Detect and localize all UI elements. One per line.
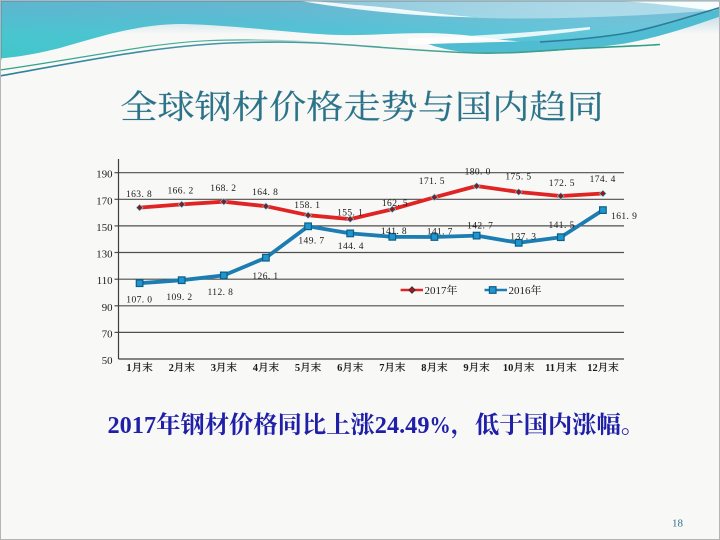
svg-text:142. 7: 142. 7 [467, 222, 493, 232]
svg-text:126. 1: 126. 1 [252, 272, 278, 282]
svg-text:137. 3: 137. 3 [510, 233, 536, 243]
svg-text:171. 5: 171. 5 [419, 177, 445, 187]
svg-text:4: 4 [253, 363, 259, 374]
svg-text:190: 190 [96, 169, 112, 181]
svg-text:2017: 2017 [108, 412, 157, 439]
svg-text:2: 2 [169, 363, 174, 374]
svg-text:50: 50 [102, 355, 113, 367]
svg-text:24.49: 24.49 [375, 412, 430, 439]
svg-text:155. 1: 155. 1 [337, 209, 363, 219]
svg-text:2017: 2017 [425, 285, 448, 297]
svg-text:149. 7: 149. 7 [298, 237, 324, 247]
svg-text:174. 4: 174. 4 [590, 175, 616, 185]
svg-text:110: 110 [97, 275, 113, 287]
svg-text:168. 2: 168. 2 [210, 184, 236, 194]
svg-text:112. 8: 112. 8 [208, 288, 234, 298]
svg-text:10: 10 [503, 363, 514, 374]
svg-text:8: 8 [421, 363, 426, 374]
svg-text:6: 6 [337, 363, 342, 374]
svg-text:162. 5: 162. 5 [382, 199, 408, 209]
svg-text:161. 9: 161. 9 [611, 212, 637, 222]
svg-text:144. 4: 144. 4 [338, 242, 364, 252]
svg-text:1: 1 [126, 363, 131, 374]
svg-text:90: 90 [102, 302, 113, 314]
svg-text:5: 5 [295, 363, 300, 374]
svg-text:130: 130 [96, 249, 112, 261]
svg-text:172. 5: 172. 5 [549, 179, 575, 189]
svg-text:158. 1: 158. 1 [294, 201, 320, 211]
svg-text:11: 11 [545, 363, 555, 374]
svg-text:18: 18 [672, 518, 684, 530]
svg-text:164. 8: 164. 8 [252, 188, 278, 198]
svg-text:141. 5: 141. 5 [549, 221, 575, 231]
svg-text:141. 8: 141. 8 [381, 227, 407, 237]
svg-text:3: 3 [211, 363, 216, 374]
svg-text:180. 0: 180. 0 [465, 168, 491, 178]
svg-text:141. 7: 141. 7 [427, 228, 453, 238]
svg-text:9: 9 [463, 363, 468, 374]
svg-text:175. 5: 175. 5 [505, 173, 531, 183]
svg-text:12: 12 [587, 363, 598, 374]
svg-text:166. 2: 166. 2 [168, 187, 194, 197]
svg-text:109. 2: 109. 2 [166, 293, 192, 303]
svg-text:163. 8: 163. 8 [126, 190, 152, 200]
svg-text:7: 7 [379, 363, 384, 374]
svg-text:150: 150 [96, 222, 112, 234]
svg-text:170: 170 [96, 195, 112, 207]
svg-text:107. 0: 107. 0 [126, 296, 152, 306]
svg-text:70: 70 [102, 328, 113, 340]
svg-text:%: % [430, 412, 451, 439]
svg-text:2016: 2016 [509, 285, 532, 297]
